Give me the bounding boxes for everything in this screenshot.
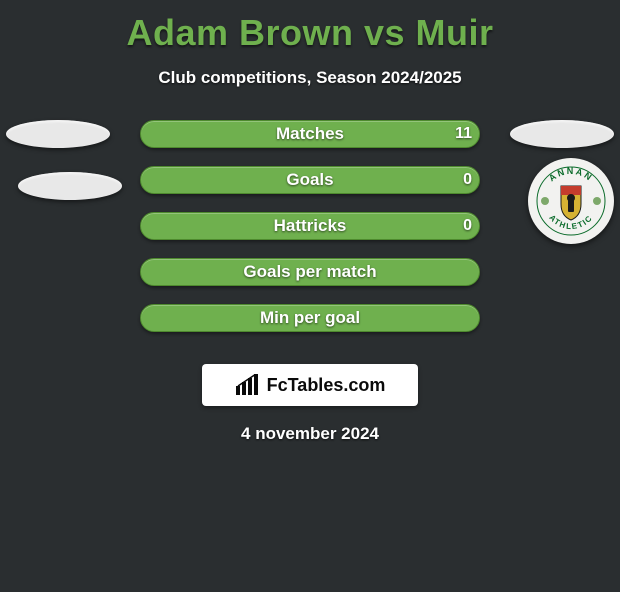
stat-bar bbox=[140, 120, 480, 148]
subtitle: Club competitions, Season 2024/2025 bbox=[0, 68, 620, 88]
player-badge-right bbox=[510, 120, 614, 148]
stat-bar bbox=[140, 166, 480, 194]
stats-area: Matches 11 Goals 0 ANNAN ATHLETIC bbox=[0, 120, 620, 350]
stat-row: Hattricks 0 bbox=[0, 212, 620, 258]
stat-value-right: 11 bbox=[455, 120, 472, 148]
date-text: 4 november 2024 bbox=[0, 424, 620, 444]
stat-bar bbox=[140, 304, 480, 332]
stat-row: Goals 0 ANNAN ATHLETIC bbox=[0, 166, 620, 212]
stat-bar bbox=[140, 212, 480, 240]
stat-row: Min per goal bbox=[0, 304, 620, 350]
brand-box: FcTables.com bbox=[202, 364, 418, 406]
stat-value-right: 0 bbox=[463, 166, 472, 194]
stat-row: Matches 11 bbox=[0, 120, 620, 166]
page-title: Adam Brown vs Muir bbox=[0, 12, 620, 54]
fctables-icon bbox=[235, 374, 261, 396]
player-badge-left bbox=[6, 120, 110, 148]
brand-text: FcTables.com bbox=[267, 375, 386, 396]
stat-bar bbox=[140, 258, 480, 286]
stat-row: Goals per match bbox=[0, 258, 620, 304]
stat-value-right: 0 bbox=[463, 212, 472, 240]
player-badge-left bbox=[18, 172, 122, 200]
